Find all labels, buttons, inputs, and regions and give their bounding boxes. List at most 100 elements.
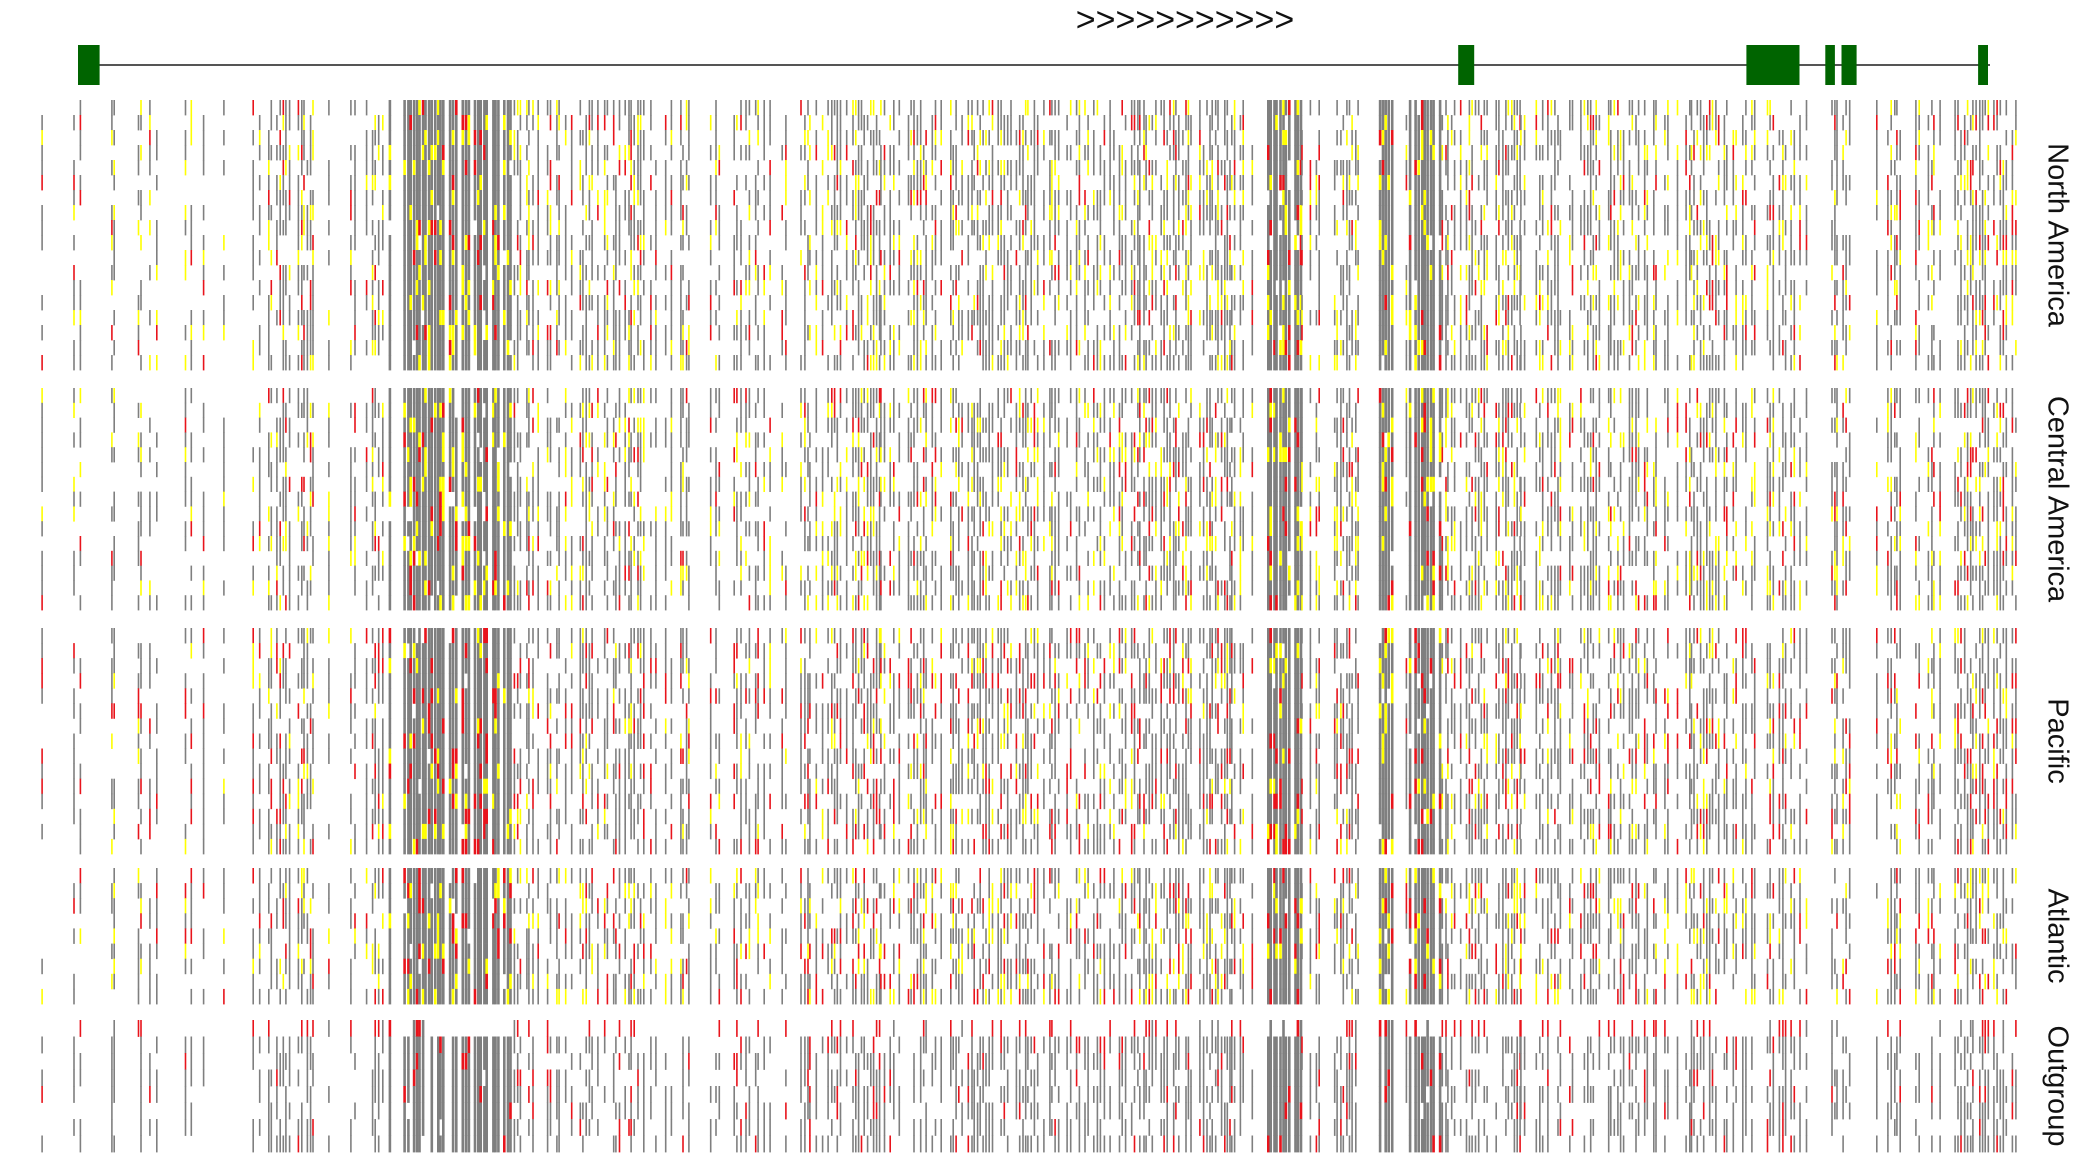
genotype-cell	[1269, 355, 1272, 370]
genotype-cell	[858, 160, 860, 175]
genotype-cell	[298, 310, 300, 325]
genotype-cell	[733, 355, 735, 370]
genotype-cell	[1984, 235, 1986, 250]
genotype-cell	[468, 250, 471, 265]
genotype-cell	[452, 280, 455, 295]
genotype-cell	[565, 250, 567, 265]
genotype-cell	[1185, 205, 1187, 220]
genotype-cell	[740, 220, 742, 235]
genotype-cell	[1209, 145, 1211, 160]
genotype-cell	[1169, 145, 1171, 160]
genotype-cell	[526, 115, 528, 130]
genotype-cell	[1439, 295, 1442, 310]
genotype-cell	[619, 250, 621, 265]
genotype-cell	[1593, 160, 1595, 175]
genotype-cell	[1285, 160, 1288, 175]
genotype-cell	[452, 145, 455, 160]
genotype-cell	[1025, 100, 1027, 115]
genotype-cell	[908, 280, 910, 295]
genotype-cell	[1887, 280, 1889, 295]
genotype-cell	[715, 280, 717, 295]
genotype-cell	[455, 280, 458, 295]
genotype-cell	[1209, 325, 1211, 340]
genotype-cell	[452, 265, 455, 280]
genotype-cell	[1224, 295, 1226, 310]
genotype-cell	[1288, 190, 1291, 205]
genotype-cell	[585, 130, 587, 145]
genotype-cell	[1505, 160, 1507, 175]
genotype-cell	[434, 190, 437, 205]
genotype-cell	[908, 145, 910, 160]
genotype-cell	[403, 130, 406, 145]
genotype-cell	[1655, 175, 1657, 190]
genotype-cell	[550, 250, 552, 265]
genotype-cell	[910, 190, 912, 205]
genotype-cell	[431, 190, 434, 205]
genotype-cell	[1505, 145, 1507, 160]
genotype-cell	[452, 295, 455, 310]
genotype-cell	[1234, 115, 1236, 130]
genotype-cell	[428, 205, 431, 220]
genotype-cell	[1849, 130, 1851, 145]
genotype-cell	[455, 190, 458, 205]
genotype-cell	[1554, 250, 1556, 265]
genotype-cell	[1769, 190, 1771, 205]
genotype-cell	[1505, 310, 1507, 325]
genotype-cell	[1724, 265, 1726, 280]
genotype-cell	[276, 115, 278, 130]
genotype-cell	[1007, 190, 1009, 205]
genotype-cell	[1310, 220, 1312, 235]
genotype-cell	[1599, 325, 1601, 340]
genotype-cell	[1471, 235, 1473, 250]
genotype-cell	[1975, 220, 1977, 235]
genotype-cell	[917, 280, 919, 295]
genotype-cell	[449, 190, 452, 205]
genotype-cell	[1445, 355, 1447, 370]
genotype-cell	[682, 235, 684, 250]
genotype-cell	[509, 295, 512, 310]
genotype-cell	[1520, 205, 1522, 220]
genotype-cell	[439, 355, 442, 370]
genotype-cell	[312, 100, 314, 115]
genotype-cell	[111, 355, 113, 370]
genotype-cell	[1206, 310, 1208, 325]
genotype-cell	[1495, 190, 1497, 205]
genotype-cell	[1121, 145, 1123, 160]
genotype-cell	[468, 280, 471, 295]
genotype-cell	[1423, 325, 1426, 340]
genotype-cell	[465, 340, 468, 355]
genotype-cell	[285, 265, 287, 280]
genotype-cell	[328, 175, 330, 190]
genotype-cell	[688, 280, 690, 295]
genotype-cell	[1125, 190, 1127, 205]
genotype-cell	[1316, 235, 1318, 250]
genotype-cell	[671, 175, 673, 190]
genotype-cell	[1010, 265, 1012, 280]
genotype-cell	[925, 265, 927, 280]
genotype-cell	[740, 250, 742, 265]
genotype-cell	[1282, 175, 1285, 190]
genotype-cell	[1899, 175, 1901, 190]
genotype-cell	[1638, 295, 1640, 310]
genotype-cell	[565, 340, 567, 355]
genotype-cell	[259, 340, 261, 355]
genotype-cell	[1834, 220, 1836, 235]
genotype-cell	[1834, 145, 1836, 160]
genotype-cell	[418, 355, 421, 370]
genotype-cell	[1972, 325, 1974, 340]
genotype-cell	[494, 355, 497, 370]
genotype-cell	[1896, 235, 1898, 250]
genotype-cell	[1004, 250, 1006, 265]
genotype-cell	[571, 160, 573, 175]
genotype-cell	[757, 115, 759, 130]
genotype-cell	[556, 280, 558, 295]
genotype-cell	[1043, 340, 1045, 355]
genotype-cell	[1653, 265, 1655, 280]
genotype-cell	[418, 115, 421, 130]
genotype-cell	[514, 280, 516, 295]
genotype-cell	[1022, 310, 1024, 325]
genotype-cell	[1689, 250, 1691, 265]
genotype-cell	[769, 265, 771, 280]
genotype-cell	[908, 175, 910, 190]
genotype-cell	[407, 295, 410, 310]
